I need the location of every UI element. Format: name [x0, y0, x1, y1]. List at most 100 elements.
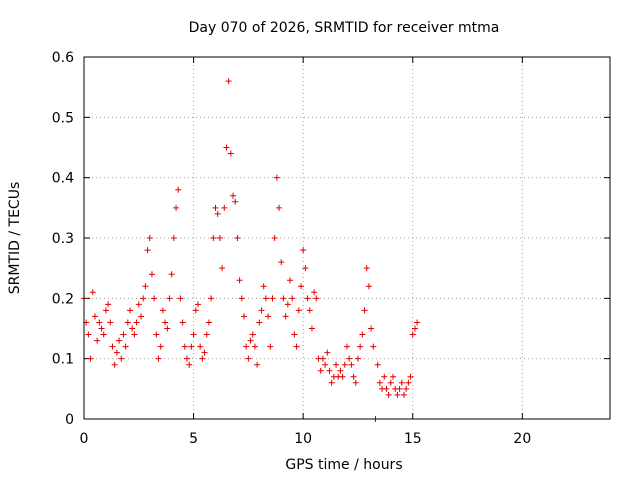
- data-point: [269, 295, 276, 302]
- data-point: [262, 295, 269, 302]
- data-point: [405, 379, 412, 386]
- data-point: [107, 319, 114, 326]
- y-tick-label: 0.4: [52, 171, 74, 187]
- data-point: [122, 343, 129, 350]
- data-point: [159, 307, 166, 314]
- data-point: [339, 373, 346, 380]
- y-tick-label: 0.5: [52, 110, 74, 126]
- data-point: [168, 271, 175, 278]
- data-point: [267, 343, 274, 350]
- data-point: [208, 295, 215, 302]
- y-tick-label: 0.1: [52, 352, 74, 368]
- data-point: [394, 391, 401, 398]
- data-point: [300, 247, 307, 254]
- data-point: [129, 325, 136, 332]
- tick-labels: 0 5 10 15 20 0 0.1 0.2 0.3 0.4 0.5 0.6: [52, 50, 532, 447]
- data-point: [317, 367, 324, 374]
- x-tick-label: 15: [404, 431, 422, 447]
- data-point: [247, 337, 254, 344]
- data-point: [137, 313, 144, 320]
- data-point: [374, 361, 381, 368]
- data-point: [153, 331, 160, 338]
- data-point: [205, 319, 212, 326]
- data-point: [403, 385, 410, 392]
- data-point: [297, 283, 304, 290]
- plot-frame: [83, 56, 611, 420]
- data-point: [98, 325, 105, 332]
- data-point: [365, 283, 372, 290]
- data-point: [87, 355, 94, 362]
- data-point: [260, 283, 267, 290]
- data-point: [304, 295, 311, 302]
- data-point: [390, 373, 397, 380]
- data-point: [133, 319, 140, 326]
- data-point: [85, 331, 92, 338]
- data-point: [184, 355, 191, 362]
- data-point: [181, 343, 188, 350]
- data-point: [363, 265, 370, 272]
- data-point: [162, 319, 169, 326]
- data-point: [135, 301, 142, 308]
- data-point: [91, 313, 98, 320]
- data-point: [295, 307, 302, 314]
- data-point: [258, 307, 265, 314]
- data-point: [328, 379, 335, 386]
- data-point: [324, 349, 331, 356]
- data-point: [166, 295, 173, 302]
- x-tick-label: 0: [80, 431, 89, 447]
- y-axis-label: SRMTID / TECUs: [7, 182, 23, 295]
- data-point: [354, 355, 361, 362]
- data-point: [201, 349, 208, 356]
- data-point: [155, 355, 162, 362]
- data-point: [223, 144, 230, 151]
- data-point: [311, 289, 318, 296]
- data-point: [186, 361, 193, 368]
- y-tick-label: 0.3: [52, 231, 74, 247]
- data-point: [306, 307, 313, 314]
- data-point: [140, 295, 147, 302]
- data-point: [383, 385, 390, 392]
- data-point: [361, 307, 368, 314]
- data-point: [308, 325, 315, 332]
- data-point: [234, 235, 241, 241]
- data-point: [271, 235, 278, 241]
- data-point: [254, 361, 261, 368]
- data-point: [341, 361, 348, 368]
- data-point: [368, 325, 375, 332]
- data-point: [170, 235, 177, 241]
- data-point: [350, 373, 357, 380]
- data-point: [113, 349, 120, 356]
- data-point: [407, 373, 414, 380]
- data-point: [396, 385, 403, 392]
- data-point: [100, 331, 107, 338]
- data-point: [230, 192, 237, 199]
- data-point: [89, 289, 96, 296]
- data-point: [157, 343, 164, 350]
- data-point: [212, 204, 219, 211]
- data-point: [280, 295, 287, 302]
- y-tick-label: 0.6: [52, 50, 74, 66]
- data-point: [238, 295, 245, 302]
- x-axis-label: GPS time / hours: [285, 457, 402, 473]
- data-point: [291, 331, 298, 338]
- data-point: [398, 379, 405, 386]
- data-point: [352, 379, 359, 386]
- data-point: [276, 204, 283, 211]
- data-point: [151, 295, 158, 302]
- data-point: [96, 319, 103, 326]
- data-point: [357, 343, 364, 350]
- data-point: [190, 331, 197, 338]
- data-point: [216, 235, 223, 241]
- y-tick-label: 0.2: [52, 291, 74, 307]
- data-point: [109, 343, 116, 350]
- data-point: [227, 150, 234, 157]
- data-point: [289, 295, 296, 302]
- data-point: [256, 319, 263, 326]
- data-point: [359, 331, 366, 338]
- data-point: [284, 301, 291, 308]
- data-point: [173, 204, 180, 211]
- data-points: [81, 78, 421, 422]
- data-point: [164, 325, 171, 332]
- data-point: [282, 313, 289, 320]
